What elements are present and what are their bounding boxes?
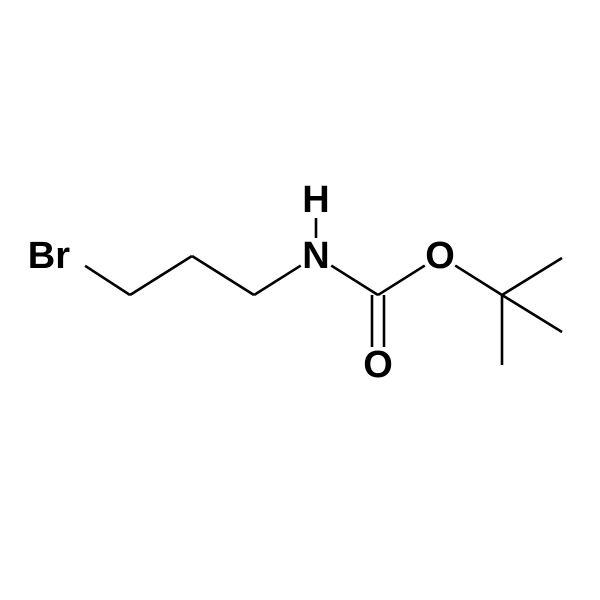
atom-label-h: H (302, 179, 329, 221)
chemical-structure-diagram: Br NH O O (0, 0, 600, 600)
bond-line (85, 266, 130, 295)
bond-line (130, 256, 192, 295)
atom-label-o: O (363, 344, 393, 386)
bond-line (502, 258, 562, 295)
bond-line (331, 266, 378, 295)
bond-line (192, 256, 254, 295)
atom-label-n: N (302, 235, 329, 277)
atom-labels-layer: Br NH O O (28, 179, 455, 386)
bond-line (254, 266, 301, 295)
atom-label-o: O (425, 235, 455, 277)
atom-label-br: Br (28, 235, 70, 277)
bond-line (455, 266, 502, 295)
bond-line (502, 295, 562, 332)
bond-line (378, 266, 425, 295)
